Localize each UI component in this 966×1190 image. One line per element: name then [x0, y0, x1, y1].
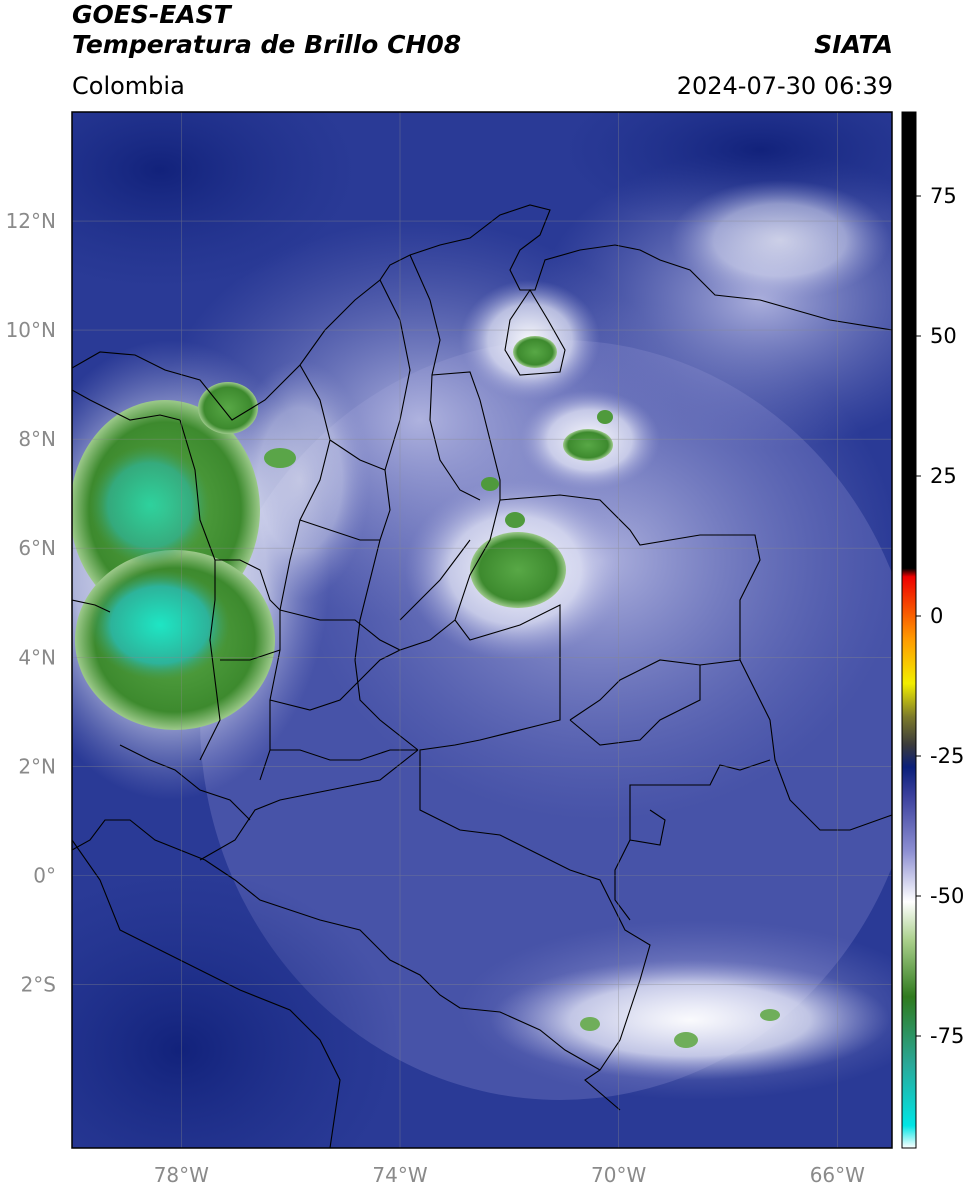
colorbar-tick-label: 0 — [930, 604, 943, 628]
lat-tick-label: 2°S — [21, 972, 56, 996]
lon-tick-label: 74°W — [372, 1163, 427, 1187]
colorbar-tick-label: -75 — [930, 1024, 964, 1048]
lon-tick-label: 78°W — [154, 1163, 209, 1187]
lat-tick-label: 10°N — [6, 318, 56, 342]
lat-tick-label: 6°N — [18, 536, 56, 560]
datetime-label: 2024-07-30 06:39 — [676, 72, 893, 100]
gridlines — [72, 112, 892, 1148]
agency-label: SIATA — [814, 30, 893, 59]
colorbar-tick-label: -25 — [930, 744, 964, 768]
product-title: Temperatura de Brillo CH08 — [72, 30, 462, 59]
longitude-ticks: 78°W 74°W 70°W 66°W — [154, 1163, 865, 1187]
lon-tick-label: 70°W — [591, 1163, 646, 1187]
colorbar — [901, 111, 917, 1149]
lat-tick-label: 0° — [33, 863, 56, 887]
colorbar-tick-label: 50 — [930, 324, 957, 348]
lat-tick-label: 2°N — [18, 754, 56, 778]
colorbar-tick-label: -50 — [930, 884, 964, 908]
latitude-ticks: 12°N 10°N 8°N 6°N 4°N 2°N 0° 2°S — [6, 209, 56, 996]
colorbar-tick-label: 25 — [930, 464, 957, 488]
colorbar-tick-label: 75 — [930, 184, 957, 208]
border-lines — [72, 204, 892, 1148]
lat-tick-label: 4°N — [18, 645, 56, 669]
satellite-imagery — [72, 112, 892, 1148]
lon-tick-label: 66°W — [810, 1163, 865, 1187]
lat-tick-label: 12°N — [6, 209, 56, 233]
lat-tick-label: 8°N — [18, 427, 56, 451]
map-frame — [71, 111, 893, 1149]
colorbar-ticks: 75 50 25 0 -25 -50 -75 — [916, 184, 964, 1048]
satellite-title: GOES-EAST — [72, 0, 231, 29]
region-label: Colombia — [72, 72, 185, 100]
